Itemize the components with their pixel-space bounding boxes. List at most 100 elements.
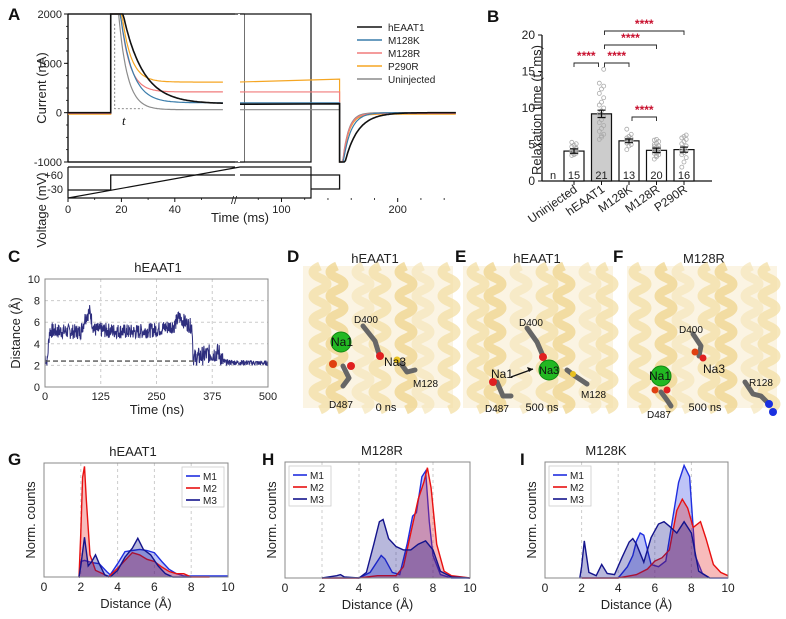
panel-label-g: G	[8, 450, 21, 469]
a-legend-label: Uninjected	[388, 75, 435, 86]
histogram-legend-label: M3	[570, 495, 584, 506]
histogram-legend-label: M1	[203, 472, 217, 483]
b-significance-stars: ****	[607, 49, 626, 63]
b-error-bar	[570, 148, 578, 154]
residue-label: D400	[354, 315, 378, 326]
b-error-bar	[625, 138, 633, 144]
histogram-line-m2	[322, 467, 471, 579]
c-distance-trace-line	[44, 305, 269, 367]
histogram-xlabel: Distance (Å)	[100, 596, 172, 611]
d-title: hEAAT1	[351, 251, 398, 266]
helix-ribbon	[483, 261, 507, 415]
a-voltage-tick: +60	[44, 170, 63, 182]
panel-label-d: D	[287, 247, 299, 266]
b-significance-bracket	[573, 62, 599, 67]
a-legend-label: M128K	[388, 36, 420, 47]
d-caption: 0 ns	[376, 402, 397, 414]
histogram-frame	[43, 462, 229, 578]
b-data-point	[654, 153, 659, 158]
b-significance-stars: ****	[621, 31, 640, 45]
f-title: M128R	[683, 251, 725, 266]
residue-label: R128	[749, 378, 773, 389]
a-voltage-tick: -30	[47, 184, 63, 196]
histogram-xtick-label: 6	[651, 581, 658, 595]
b-error-bar	[680, 146, 688, 153]
sodium-ion-na3	[538, 359, 560, 381]
b-data-point	[601, 66, 607, 72]
a-xtick-label: 0	[65, 204, 71, 216]
histogram-xtick-label: 8	[688, 581, 695, 595]
helix-ribbon	[714, 261, 738, 415]
sulfur-atom	[393, 356, 401, 364]
b-n-value: 16	[678, 170, 690, 182]
b-significance-stars: ****	[577, 49, 596, 63]
histogram-area-m3	[322, 519, 470, 578]
b-ytick-label: 10	[522, 101, 536, 115]
histogram-title: M128R	[361, 443, 403, 458]
helix-ribbon	[595, 261, 619, 415]
b-n-value: 13	[623, 170, 635, 182]
b-data-point	[654, 136, 659, 142]
histogram-xtick-label: 10	[463, 581, 477, 595]
b-significance-bracket	[604, 30, 685, 35]
a-tau-guide	[114, 23, 143, 110]
c-ylabel: Distance (Å)	[8, 297, 23, 369]
histogram-area-m3	[78, 537, 192, 577]
c-ytick-label: 4	[34, 339, 40, 351]
b-data-point	[683, 132, 689, 138]
helix-ribbon	[578, 261, 602, 415]
f-caption: 500 ns	[688, 402, 722, 414]
histogram-frame	[284, 461, 471, 579]
d487-sidechain	[658, 389, 674, 409]
d400-sidechain	[360, 323, 382, 357]
histogram-xtick-label: 2	[77, 580, 84, 594]
b-n-value: 20	[650, 170, 662, 182]
histogram-area-m2	[581, 499, 728, 578]
a-ytick-label: -1000	[34, 157, 62, 169]
b-significance-bracket	[604, 62, 630, 67]
panel-e-structure: hEAAT1 D400 Na1 Na3 M128 D487 500 ns	[463, 251, 619, 415]
b-data-point	[599, 99, 604, 105]
e-caption: 500 ns	[525, 402, 559, 414]
b-n-label: n	[550, 170, 556, 182]
histogram-ylabel: Norm. counts	[264, 481, 279, 559]
b-data-point	[681, 159, 687, 165]
d487-sidechain	[494, 379, 514, 399]
oxygen-atom	[699, 354, 707, 362]
b-data-point	[601, 123, 607, 128]
voltage-plot-frame	[67, 166, 312, 199]
a-ytick-label: 2000	[38, 9, 62, 21]
a-tau-annotation: t	[122, 113, 126, 128]
b-n-value: 21	[595, 170, 607, 182]
histogram-xtick-label: 4	[615, 581, 622, 595]
sodium-ion-na1	[650, 365, 672, 387]
helix-ribbon	[368, 261, 392, 415]
histogram-line-m2	[581, 497, 729, 579]
oxygen-atom	[489, 378, 497, 386]
residue-label: Na3	[539, 365, 559, 377]
histogram-xtick-label: 10	[721, 581, 735, 595]
histogram-xtick-label: 0	[41, 580, 48, 594]
panel-label-b: B	[487, 7, 499, 26]
helix-ribbon	[628, 261, 652, 415]
histogram-xlabel: Distance (Å)	[601, 597, 673, 612]
helix-ribbon	[437, 261, 461, 415]
a-xtick-label: 20	[115, 204, 127, 216]
a-current-ylabel: Current (nA)	[34, 52, 49, 124]
residue-label: Na3	[384, 355, 406, 369]
panel-f-structure: M128R D400 Na3 Na1 R128 D487 500 ns	[627, 251, 781, 421]
d400-sidechain	[524, 325, 546, 359]
b-significance-bracket	[604, 44, 657, 49]
panel-d-structure: hEAAT1 D400 Na3 Na1 M128 D487 0 ns	[303, 251, 461, 415]
c-title: hEAAT1	[134, 260, 181, 275]
histogram-xtick-label: 10	[221, 580, 235, 594]
histogram-xtick-label: 0	[542, 581, 549, 595]
residue-label: D400	[519, 318, 543, 329]
b-data-point	[601, 95, 607, 101]
histogram-legend-label: M1	[570, 471, 584, 482]
histogram-legend-label: M2	[570, 483, 584, 494]
a-xtick-label: 100	[272, 204, 290, 216]
a-axis-break-gap	[235, 15, 240, 161]
